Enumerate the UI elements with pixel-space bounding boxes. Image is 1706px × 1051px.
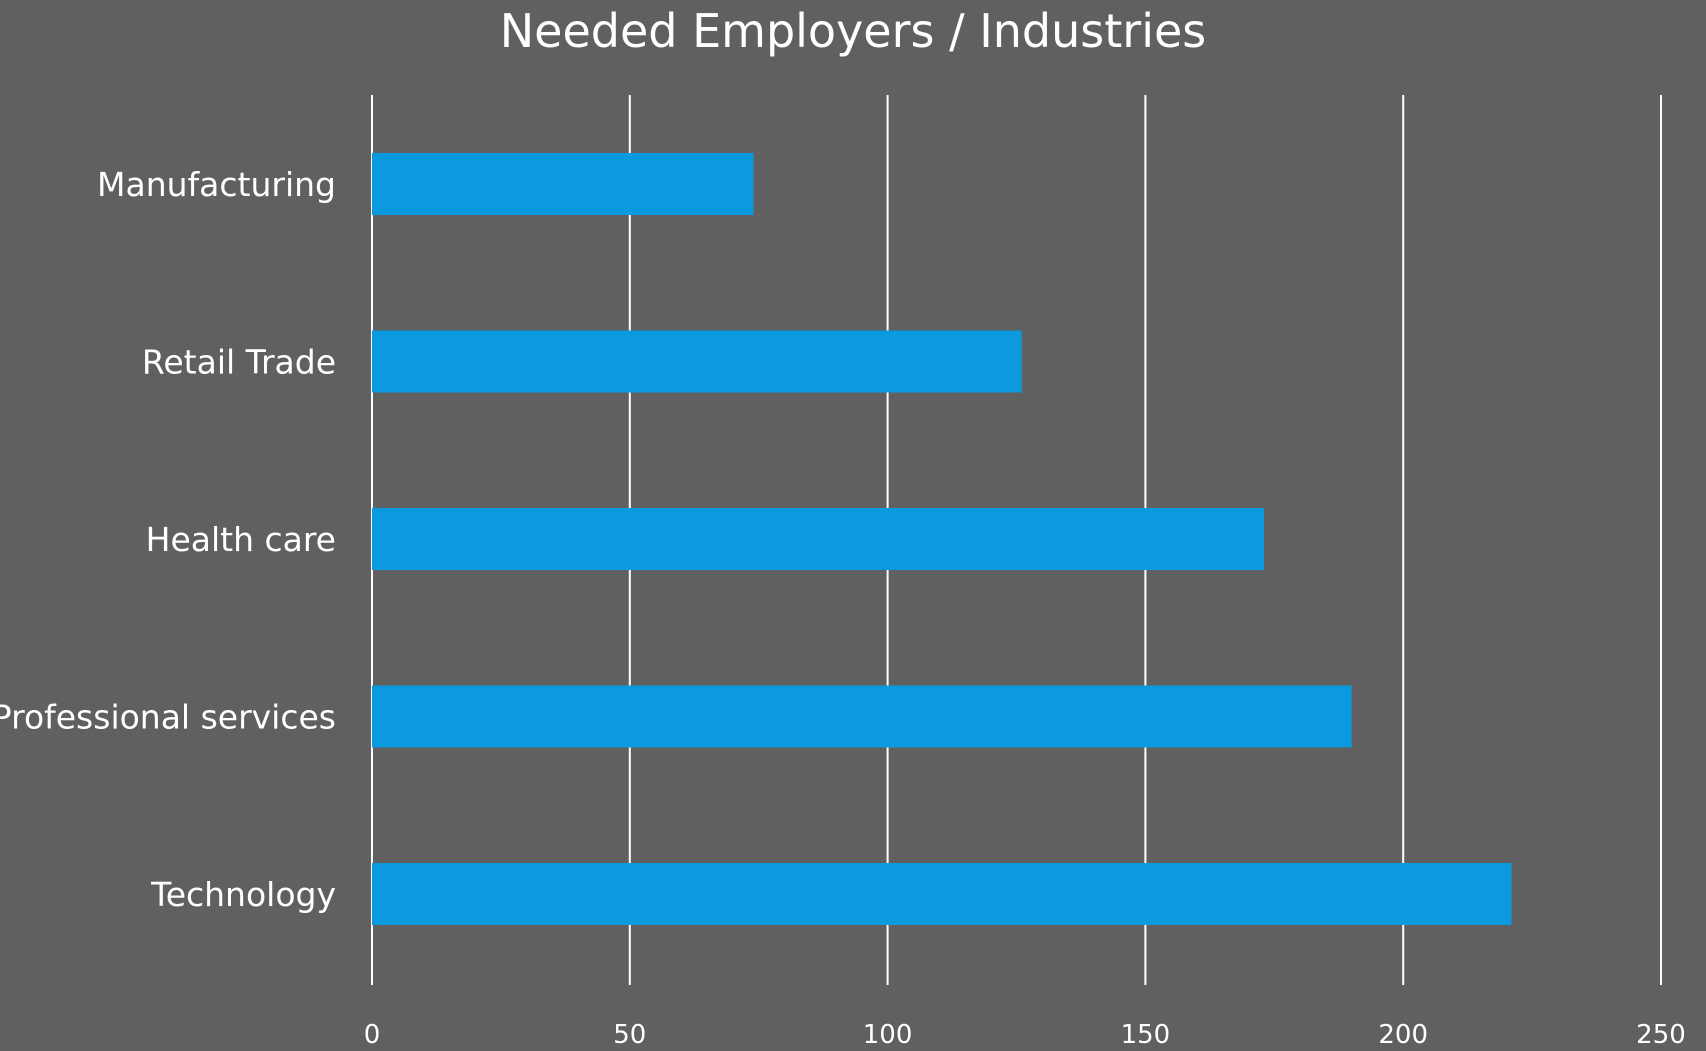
chart-title: Needed Employers / Industries bbox=[499, 4, 1207, 58]
bars bbox=[372, 153, 1512, 925]
category-label: Health care bbox=[146, 520, 336, 559]
bar-retail-trade bbox=[372, 330, 1022, 393]
category-labels: Manufacturing Retail Trade Health care Prof… bbox=[0, 165, 336, 914]
bar-professional-services bbox=[372, 685, 1352, 748]
x-tick-label: 0 bbox=[364, 1020, 381, 1050]
bar-manufacturing bbox=[372, 153, 754, 215]
x-tick-label: 100 bbox=[863, 1020, 913, 1050]
bar-health-care bbox=[372, 508, 1264, 570]
bar-technology bbox=[372, 863, 1512, 925]
category-label: Retail Trade bbox=[142, 343, 336, 382]
category-label: Technology bbox=[150, 875, 336, 914]
category-label: Manufacturing bbox=[97, 165, 336, 204]
x-axis-tick-labels: 0 50 100 150 200 250 bbox=[364, 1020, 1686, 1050]
x-tick-label: 50 bbox=[613, 1020, 646, 1050]
x-tick-label: 250 bbox=[1636, 1020, 1686, 1050]
x-tick-label: 150 bbox=[1121, 1020, 1171, 1050]
x-tick-label: 200 bbox=[1378, 1020, 1428, 1050]
category-label: Professional services bbox=[0, 698, 336, 737]
